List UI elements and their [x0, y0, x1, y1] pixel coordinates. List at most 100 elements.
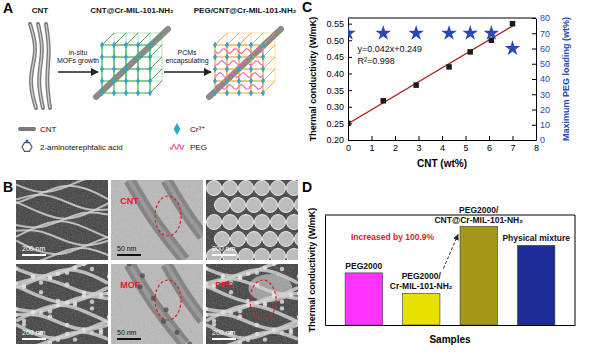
crystal-bump — [48, 340, 52, 344]
micrograph-noise — [111, 180, 203, 260]
key-icon — [20, 129, 34, 130]
crystal-bump — [39, 290, 43, 294]
crystal-bump — [206, 266, 208, 270]
x-tick-label: 1 — [369, 143, 374, 153]
micrograph-noise — [206, 264, 298, 344]
lattice-edge — [263, 33, 275, 45]
metal-node — [100, 78, 104, 85]
scale-bar — [117, 338, 141, 340]
x-tick-mark — [489, 136, 490, 140]
metal-node — [136, 78, 140, 85]
cnt-tube-highlight — [46, 24, 50, 108]
mof-crystal — [96, 29, 168, 97]
x-tick-mark — [466, 136, 467, 140]
key-label: Cr³⁺ — [190, 125, 205, 134]
lattice-edge — [251, 33, 263, 45]
mof-particle — [215, 198, 230, 213]
plot-frame — [575, 215, 576, 325]
tube-image — [16, 286, 108, 303]
category-label: PEG2000/CNT@Cr-MIL-101-NH₂ — [434, 205, 523, 225]
highlight-ellipse — [250, 280, 276, 320]
key-icon — [22, 139, 32, 151]
crystal-bump — [31, 275, 35, 279]
crystal-bump — [221, 275, 225, 279]
scale-bar-label: 50 nm — [117, 245, 137, 252]
x-tick: 5 — [463, 136, 468, 153]
key-label: PEG — [190, 143, 207, 152]
metal-node — [225, 78, 229, 85]
mof-particle — [279, 232, 294, 247]
x-tick-label: 6 — [487, 143, 492, 153]
metal-node — [237, 66, 241, 73]
peg-chain — [215, 73, 263, 78]
x-axis-line — [326, 325, 576, 326]
crystal-bump — [255, 323, 259, 327]
x-tick-mark — [372, 136, 373, 140]
bar — [460, 227, 497, 325]
y-tick: 0.20 — [326, 135, 352, 145]
y2-tick-label: 20 — [540, 105, 550, 115]
cnt-tube-highlight — [38, 24, 43, 108]
x-tick-mark — [395, 136, 396, 140]
y2-tick-label: 10 — [540, 120, 550, 130]
y-axis: 0.200.250.300.350.400.450.500.55 — [326, 19, 352, 146]
highlight-ellipse — [155, 280, 181, 320]
y2-tick-mark — [532, 110, 536, 111]
mof-particle — [255, 249, 270, 261]
key-linker-amine — [25, 139, 28, 142]
mof-particle — [287, 181, 299, 196]
lattice-edge — [263, 81, 275, 93]
peg-chain — [215, 85, 263, 90]
comparison-arrow — [443, 235, 458, 269]
crystal-bump — [82, 327, 86, 331]
tem-tube — [166, 264, 203, 320]
y2-tick-label: 0 — [540, 135, 545, 145]
highlight-ellipse — [155, 196, 181, 236]
crystal-bump — [99, 331, 103, 335]
tem-tube-core — [166, 180, 203, 236]
crystal-bump — [16, 266, 18, 270]
crystal-bump — [289, 331, 293, 335]
bar — [403, 293, 440, 325]
y-tick-mark — [348, 40, 352, 41]
metal-node — [237, 78, 241, 85]
bar — [345, 273, 382, 325]
crystal-bump — [56, 303, 60, 307]
mof-particle — [223, 181, 238, 196]
crystal-bump — [107, 322, 108, 326]
scale-bar — [212, 254, 236, 256]
annotation: y=0.042x+0.249 — [357, 44, 422, 54]
crystal-bump — [107, 315, 108, 319]
data-point — [467, 49, 472, 54]
micrograph — [206, 180, 298, 260]
x-tick: 2 — [393, 136, 398, 153]
metal-node — [225, 42, 229, 49]
scale-bar — [22, 254, 46, 256]
metal-node — [148, 90, 152, 97]
crystal-bump — [107, 291, 108, 295]
tem-crystal — [140, 273, 145, 278]
lattice-edge — [114, 33, 126, 45]
key-linker — [22, 143, 32, 152]
x-axis-line — [349, 140, 537, 141]
y2-tick: 0 — [532, 135, 545, 145]
x-tick-label: 8 — [534, 143, 539, 153]
metal-node — [136, 54, 140, 61]
mof-particle — [263, 198, 278, 213]
x-tick-label: 2 — [393, 143, 398, 153]
crystal-bump — [297, 322, 298, 326]
mof-particle — [295, 232, 299, 247]
metal-node — [237, 42, 241, 49]
metal-node — [136, 90, 140, 97]
metal-node — [136, 66, 140, 73]
x-tick-mark — [419, 136, 420, 140]
mof-particle — [239, 215, 254, 230]
metal-node — [213, 78, 217, 85]
mof-particle — [207, 181, 222, 196]
metal-node — [148, 42, 152, 49]
y-tick-label: 0.55 — [326, 19, 344, 29]
fit-line — [348, 25, 515, 124]
data-point — [348, 25, 356, 40]
bar — [518, 245, 555, 325]
mof-crystal — [209, 29, 281, 97]
